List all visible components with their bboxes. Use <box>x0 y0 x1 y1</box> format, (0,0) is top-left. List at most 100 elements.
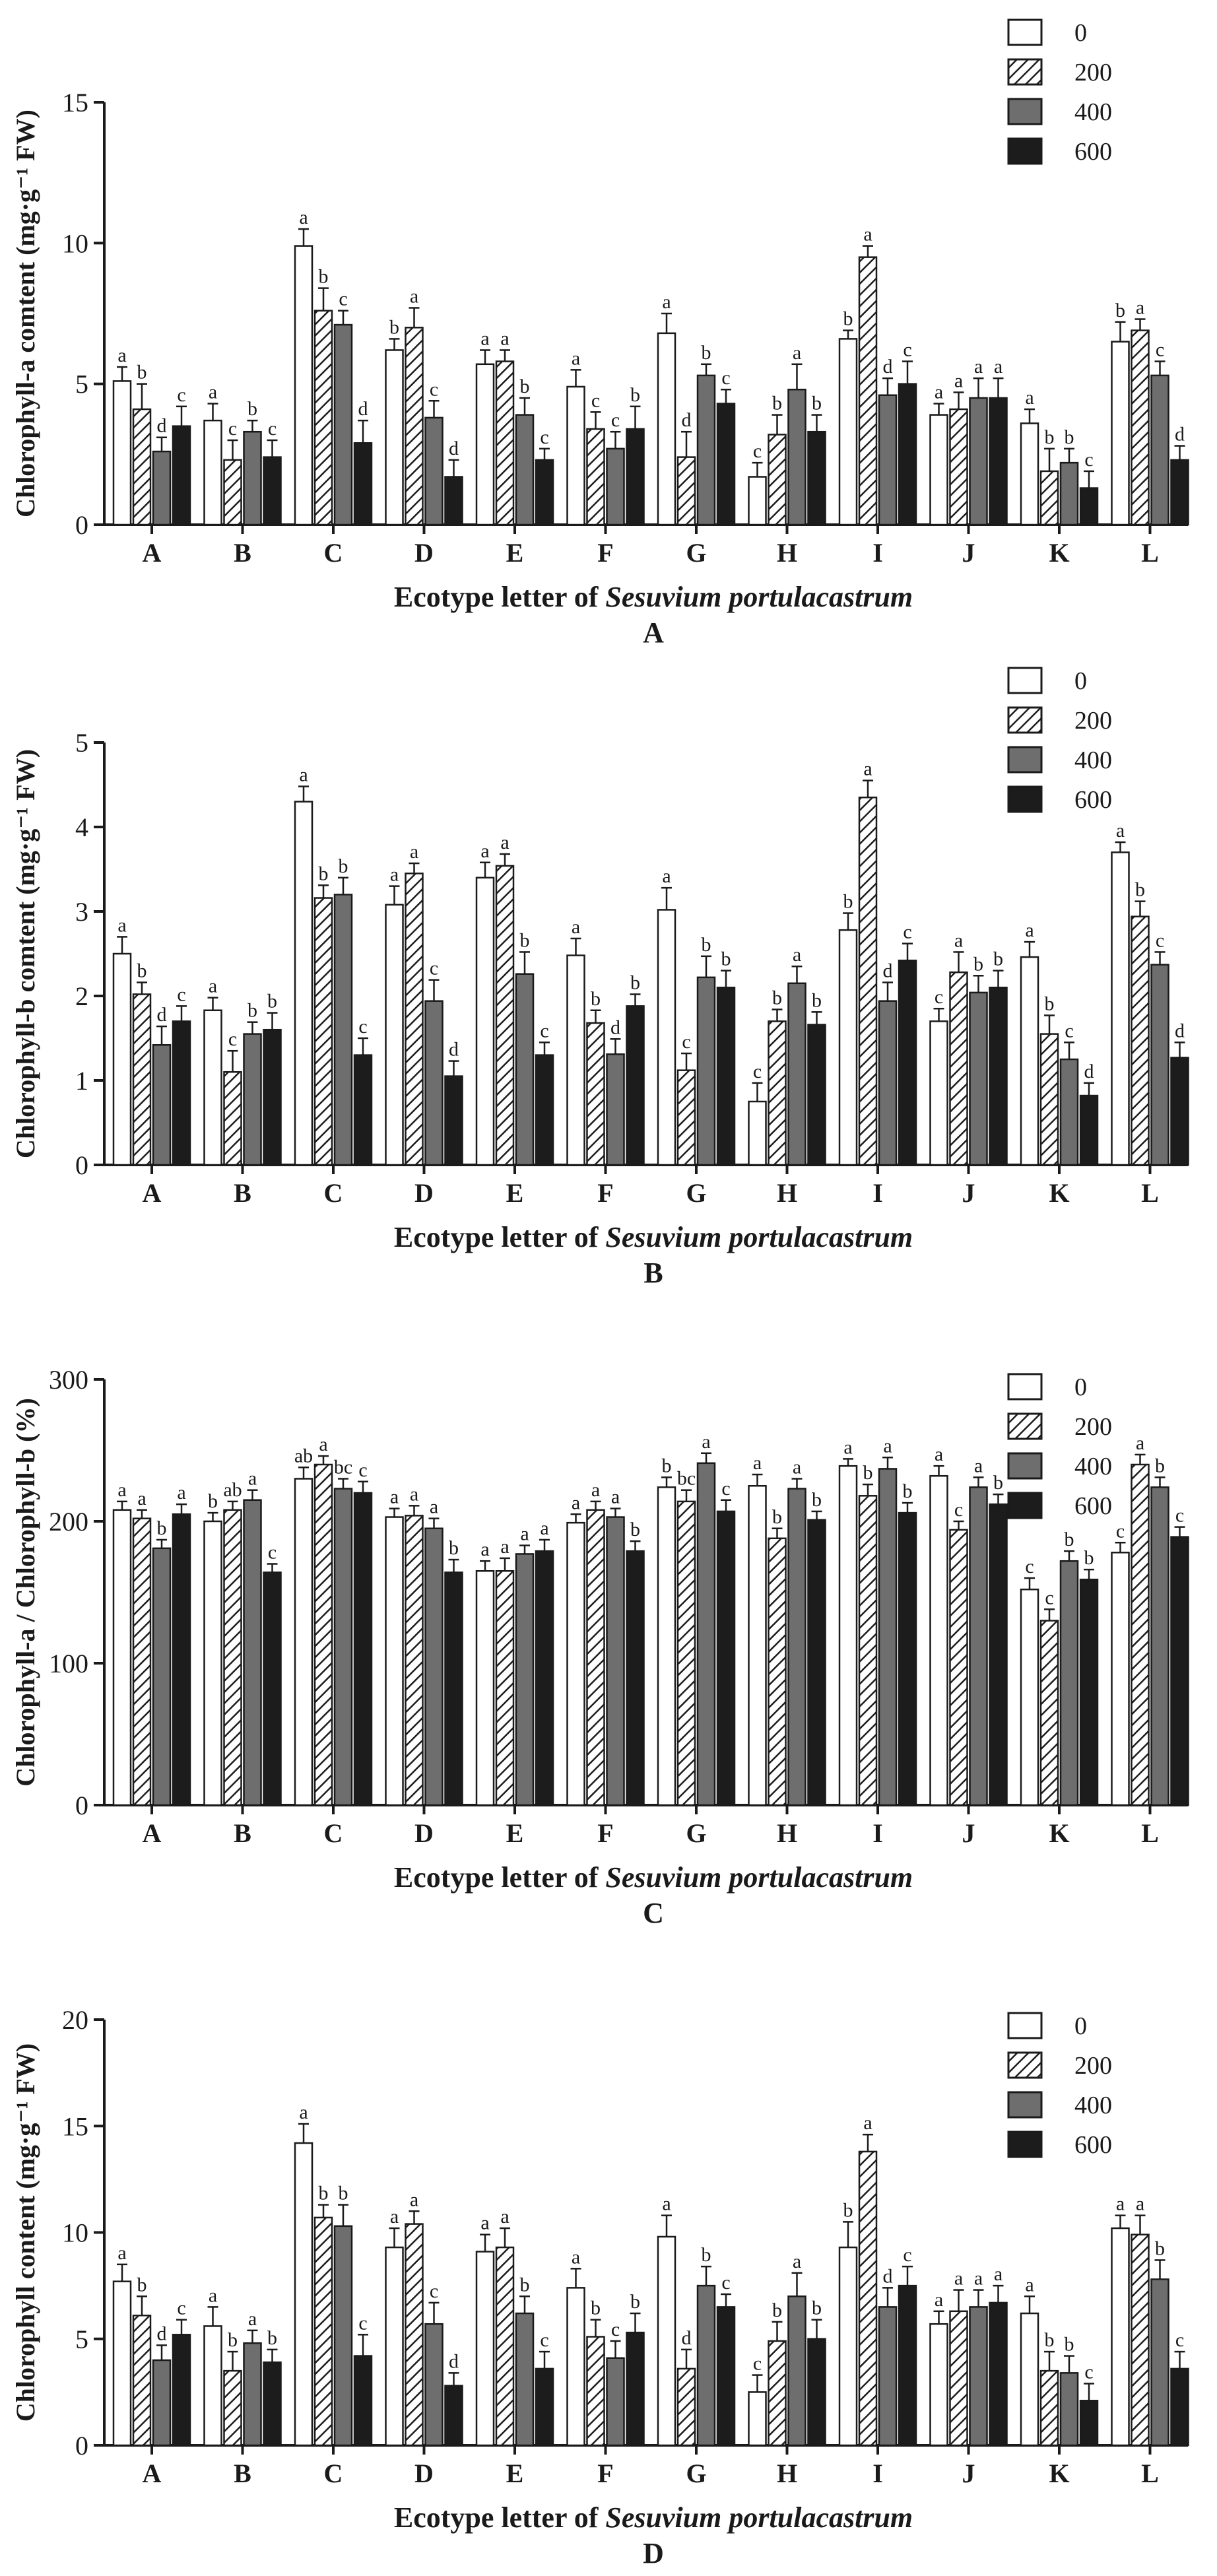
significance-letter: b <box>319 2183 329 2204</box>
significance-letter: b <box>1155 1455 1165 1476</box>
significance-letter: a <box>954 370 963 391</box>
bar-G-400 <box>696 1462 716 1806</box>
bar-H-200 <box>768 1020 787 1166</box>
legend-label-0: 0 <box>1074 1373 1087 1401</box>
bar-J-400 <box>969 991 988 1166</box>
bar-B-200 <box>223 1509 242 1806</box>
legend-swatch-600 <box>1007 1492 1043 1519</box>
significance-letter: c <box>358 1016 367 1038</box>
y-axis-title: Chlorophyll-b comtent (mg·g⁻¹ FW) <box>11 749 40 1158</box>
significance-letter: c <box>1084 2361 1093 2383</box>
bar-E-400 <box>515 414 535 526</box>
legend-label-600: 600 <box>1074 138 1112 166</box>
y-tick-label: 200 <box>49 1507 88 1536</box>
x-axis-title: Ecotype letter of Sesuvium portulacastru… <box>394 2501 913 2534</box>
x-tick-label: L <box>1141 1818 1159 1848</box>
significance-letter: a <box>540 1517 548 1539</box>
legend-label-200: 200 <box>1074 59 1112 86</box>
x-tick-label: E <box>506 1818 524 1848</box>
bar-H-0 <box>748 2391 767 2447</box>
significance-letter: a <box>793 342 801 364</box>
legend-swatch-600 <box>1007 785 1043 813</box>
bar-E-200 <box>495 865 515 1166</box>
bar-H-0 <box>748 1485 767 1806</box>
significance-letter: a <box>390 864 399 886</box>
bar-B-200 <box>223 459 242 526</box>
bar-I-200 <box>858 1495 878 1806</box>
significance-letter: b <box>319 266 329 288</box>
significance-letter: a <box>209 381 217 403</box>
significance-letter: b <box>843 308 853 330</box>
significance-letter: d <box>610 1016 620 1038</box>
bar-K-600 <box>1079 1094 1099 1166</box>
bar-I-400 <box>878 1468 898 1806</box>
significance-letter: c <box>903 2244 911 2266</box>
x-tick-label: A <box>143 538 162 568</box>
x-tick-label: C <box>324 1178 343 1208</box>
bar-C-0 <box>294 2142 313 2447</box>
bar-J-0 <box>929 1474 948 1806</box>
x-tick-label: G <box>686 1818 706 1848</box>
significance-letter: a <box>954 929 963 951</box>
x-tick-label: K <box>1049 1818 1069 1848</box>
bar-D-0 <box>385 2246 404 2447</box>
significance-letter: a <box>500 1536 509 1558</box>
significance-letter: b <box>137 2274 147 2295</box>
significance-letter: b <box>630 384 640 406</box>
bar-J-0 <box>929 414 948 526</box>
significance-letter: c <box>721 2272 730 2294</box>
significance-letter: c <box>1175 1505 1184 1527</box>
significance-letter: a <box>500 2206 509 2228</box>
significance-letter: a <box>843 1436 852 1458</box>
significance-letter: a <box>793 944 801 966</box>
bar-J-200 <box>949 2310 968 2447</box>
bar-K-400 <box>1059 1560 1079 1806</box>
y-tick-label: 15 <box>62 88 88 117</box>
significance-letter: b <box>208 1490 218 1512</box>
significance-letter: d <box>157 1004 167 1026</box>
bar-G-400 <box>696 374 716 526</box>
bar-J-400 <box>969 1486 988 1806</box>
bar-C-200 <box>313 897 333 1166</box>
bar-I-0 <box>838 929 858 1166</box>
x-axis-title-prefix: Ecotype letter of <box>394 1861 606 1894</box>
y-tick-label: 2 <box>75 981 88 1011</box>
significance-letter: b <box>520 929 530 951</box>
bar-D-200 <box>405 327 424 526</box>
bar-F-400 <box>606 1053 625 1166</box>
bar-K-200 <box>1039 1620 1059 1806</box>
significance-letter: a <box>753 1452 762 1474</box>
bar-K-200 <box>1039 1033 1059 1166</box>
bar-D-400 <box>424 1000 444 1166</box>
bar-J-600 <box>989 2301 1008 2447</box>
bar-K-400 <box>1059 2372 1079 2447</box>
significance-letter: b <box>812 989 822 1011</box>
significance-letter: b <box>1065 2334 1074 2356</box>
significance-letter: d <box>449 438 459 459</box>
x-tick-label: H <box>777 2459 797 2488</box>
bar-H-400 <box>787 2295 806 2447</box>
significance-letter: c <box>358 1459 367 1481</box>
significance-letter: c <box>268 1542 277 1564</box>
legend-label-200: 200 <box>1074 1413 1112 1441</box>
bar-I-0 <box>838 1465 858 1806</box>
bar-D-200 <box>405 1515 424 1806</box>
bar-C-600 <box>353 442 373 526</box>
significance-letter: a <box>1025 919 1034 941</box>
significance-letter: a <box>480 2212 489 2234</box>
bar-E-600 <box>535 2367 554 2447</box>
legend-swatch-600 <box>1007 2130 1043 2158</box>
x-tick-label: I <box>872 538 883 568</box>
legend-swatch-200 <box>1007 1412 1043 1440</box>
significance-letter: b <box>843 2199 853 2221</box>
significance-letter: a <box>974 1455 983 1476</box>
significance-letter: a <box>662 2193 671 2215</box>
bar-B-400 <box>243 1033 262 1166</box>
significance-letter: b <box>1045 426 1055 448</box>
bar-I-0 <box>838 2246 858 2447</box>
bar-L-400 <box>1150 2278 1169 2447</box>
bar-C-600 <box>353 2355 373 2447</box>
x-tick-label: F <box>597 1818 613 1848</box>
x-tick-label: F <box>597 538 613 568</box>
significance-letter: c <box>611 409 620 431</box>
